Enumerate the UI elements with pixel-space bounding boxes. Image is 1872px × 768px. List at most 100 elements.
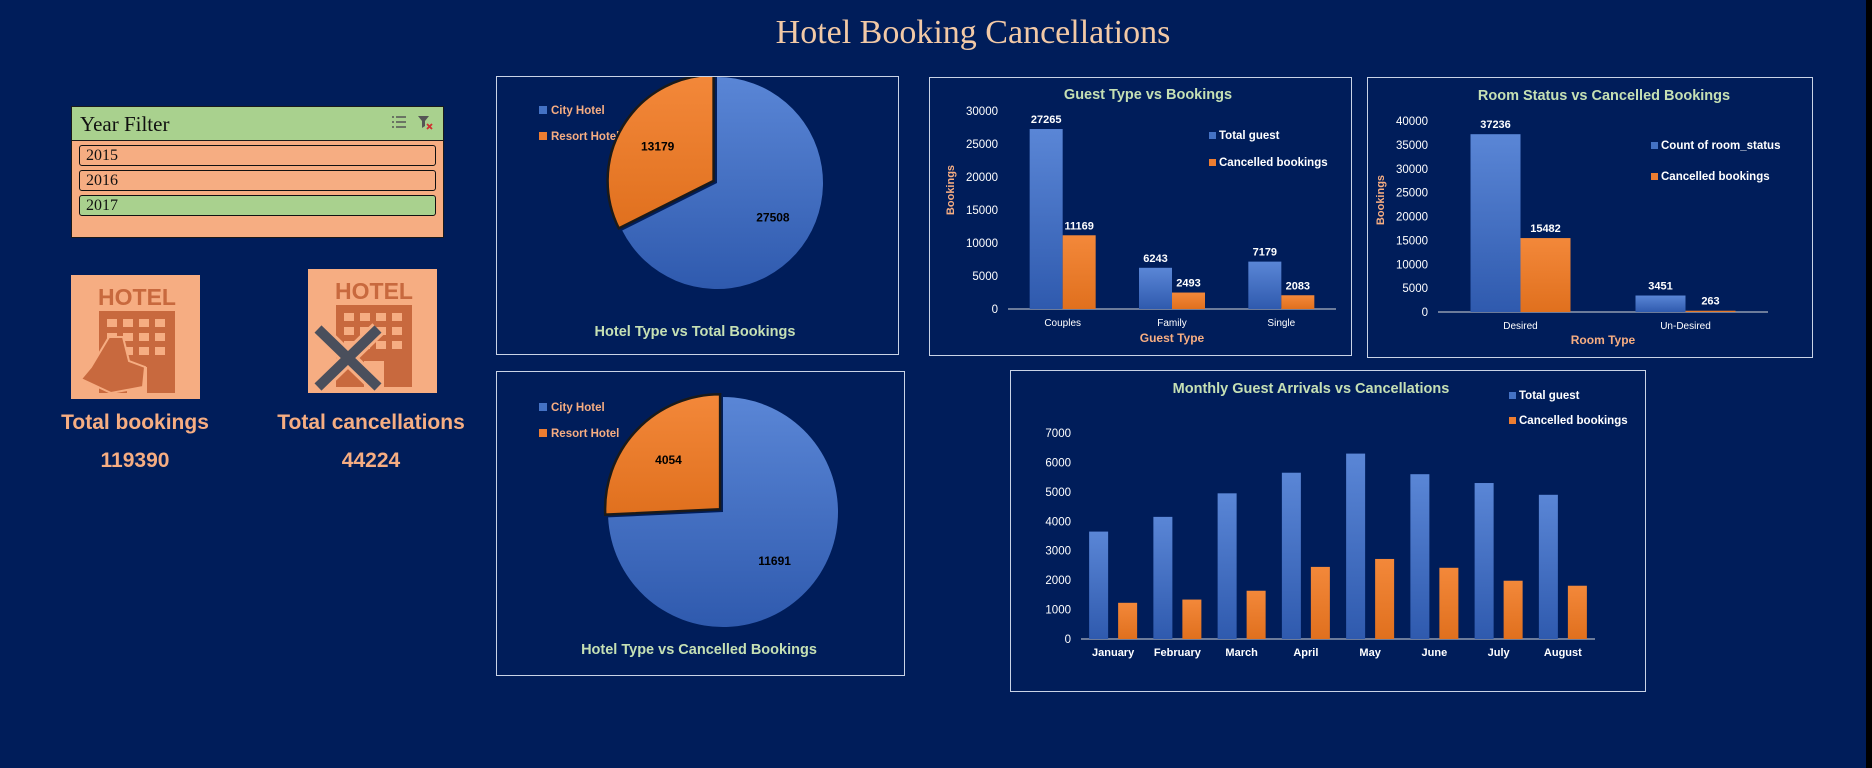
legend-label-city-hotel: City Hotel [551, 402, 605, 414]
y-tick-label: 7000 [1045, 428, 1071, 440]
bar-total-guest-august [1538, 494, 1558, 639]
bar-cancelled-bookings-july [1503, 580, 1523, 639]
legend-label-cancelled-bookings: Cancelled bookings [1519, 415, 1628, 427]
legend-swatch-resort-hotel [539, 132, 547, 140]
y-tick-label: 40000 [1396, 116, 1428, 128]
bar-total-guest-april [1281, 472, 1301, 639]
data-label-resort-hotel: 4054 [655, 453, 682, 467]
y-tick-label: 2000 [1045, 575, 1071, 587]
pie-cancelled-bookings-chart: City Hotel Resort Hotel 11691 4054 Hotel Typ… [539, 392, 838, 658]
chart-title: Hotel Type vs Total Bookings [595, 324, 796, 340]
y-tick-label: 10000 [1396, 259, 1428, 271]
bar-total-guest-couples [1029, 129, 1063, 309]
guest-type-panel: Guest Type vs Bookings 0 5000 10000 15000 200… [929, 77, 1352, 356]
legend-swatch-resort-hotel [539, 429, 547, 437]
slicer-item-2017[interactable]: 2017 [79, 195, 436, 216]
legend-label-resort-hotel: Resort Hotel [551, 131, 619, 143]
legend-label-city-hotel: City Hotel [551, 105, 605, 117]
data-label-total-guest-family: 6243 [1143, 253, 1167, 265]
x-tick-label-single: Single [1267, 318, 1295, 329]
legend-swatch-cancelled-bookings [1651, 173, 1658, 180]
x-tick-label-couples: Couples [1044, 318, 1081, 329]
x-tick-label-february: February [1154, 647, 1202, 659]
slicer-title: Year Filter [80, 112, 170, 136]
bar-cancelled-bookings-may [1375, 558, 1395, 639]
y-tick-label: 0 [992, 304, 998, 316]
y-axis-title: Bookings [945, 165, 957, 215]
bar-total-guest-january [1089, 531, 1109, 639]
y-tick-label: 25000 [966, 139, 998, 151]
x-tick-label-april: April [1293, 647, 1318, 659]
data-label-total-guest-couples: 27265 [1031, 114, 1062, 126]
chart-title: Hotel Type vs Cancelled Bookings [581, 642, 817, 658]
x-tick-label-august: August [1544, 647, 1582, 659]
x-tick-label-july: July [1488, 647, 1511, 659]
total-bookings-label: Total bookings [61, 411, 209, 434]
clear-filter-icon[interactable] [417, 115, 433, 131]
y-tick-label: 0 [1065, 634, 1071, 646]
chart-title: Guest Type vs Bookings [1064, 87, 1232, 103]
slicer-header: Year Filter [72, 107, 443, 141]
bar-total-guest-single [1248, 261, 1282, 309]
data-label-cancelled-bookings-desired: 15482 [1530, 223, 1561, 235]
legend-swatch-total-guest [1509, 392, 1516, 399]
bar-total-guest-march [1217, 493, 1237, 639]
svg-text:HOTEL: HOTEL [98, 284, 176, 310]
pie-slice-resort-hotel [603, 392, 722, 516]
pie-slice-city-hotel [608, 397, 838, 627]
y-tick-label: 30000 [1396, 164, 1428, 176]
bar-total-guest-june [1410, 474, 1430, 639]
legend-swatch-city-hotel [539, 403, 547, 411]
y-tick-label: 15000 [1396, 235, 1428, 247]
bar-cancelled-bookings-couples [1062, 235, 1096, 309]
total-bookings-value: 119390 [100, 449, 170, 472]
data-label-cancelled-bookings-family: 2493 [1176, 278, 1200, 290]
legend-label-cancelled-bookings: Cancelled bookings [1661, 171, 1770, 183]
slicer-item-2016[interactable]: 2016 [79, 170, 436, 191]
bar-cancelled-bookings-april [1310, 566, 1330, 639]
pie-slice-city-hotel [622, 77, 823, 289]
pie-total-bookings-panel: City Hotel Resort Hotel 27508 13179 Hotel Ty… [496, 73, 899, 355]
bar-count-of-room-status-desired [1470, 134, 1521, 312]
data-label-city-hotel: 11691 [758, 554, 791, 568]
data-label-total-guest-single: 7179 [1253, 247, 1277, 259]
bar-cancelled-bookings-un-desired [1685, 310, 1736, 312]
monthly-arrivals-panel: Monthly Guest Arrivals vs Cancellations 0… [1010, 370, 1646, 692]
bar-total-guest-july [1474, 483, 1494, 639]
x-tick-label-june: June [1422, 647, 1448, 659]
bar-cancelled-bookings-january [1118, 602, 1138, 639]
x-tick-label-may: May [1359, 647, 1381, 659]
x-tick-label-january: January [1092, 647, 1135, 659]
y-tick-label: 35000 [1396, 140, 1428, 152]
bar-cancelled-bookings-single [1281, 295, 1315, 309]
chart-title: Room Status vs Cancelled Bookings [1478, 88, 1730, 104]
y-tick-label: 6000 [1045, 457, 1071, 469]
y-tick-label: 0 [1422, 307, 1428, 319]
legend-swatch-count-of-room-status [1651, 142, 1658, 149]
total-cancellations-label: Total cancellations [277, 411, 465, 434]
y-axis-title: Bookings [1375, 175, 1387, 225]
y-tick-label: 15000 [966, 205, 998, 217]
y-tick-label: 5000 [972, 271, 998, 283]
bar-cancelled-bookings-february [1182, 599, 1202, 639]
data-label-city-hotel: 27508 [756, 211, 790, 225]
bar-cancelled-bookings-june [1439, 567, 1459, 639]
hotel-booking-icon: HOTEL [71, 275, 200, 399]
x-tick-label-un-desired: Un-Desired [1660, 321, 1711, 332]
legend-swatch-cancelled-bookings [1209, 159, 1216, 166]
y-tick-label: 5000 [1402, 283, 1428, 295]
y-tick-label: 1000 [1045, 605, 1071, 617]
data-label-cancelled-bookings-un-desired: 263 [1701, 296, 1719, 308]
legend-label-count-of-room-status: Count of room_status [1661, 140, 1780, 152]
pie-slice-resort-hotel [606, 73, 715, 231]
data-label-resort-hotel: 13179 [641, 139, 675, 153]
multi-select-icon[interactable] [391, 115, 407, 129]
slicer-item-2015[interactable]: 2015 [79, 145, 436, 166]
y-tick-label: 20000 [966, 172, 998, 184]
pie-total-bookings-chart: City Hotel Resort Hotel 27508 13179 Hotel Ty… [539, 73, 823, 340]
legend-swatch-cancelled-bookings [1509, 417, 1516, 424]
data-label-cancelled-bookings-single: 2083 [1286, 280, 1310, 292]
legend-swatch-total-guest [1209, 132, 1216, 139]
pie-cancelled-bookings-panel: City Hotel Resort Hotel 11691 4054 Hotel Typ… [496, 371, 905, 676]
data-label-count-of-room-status-desired: 37236 [1480, 119, 1511, 131]
